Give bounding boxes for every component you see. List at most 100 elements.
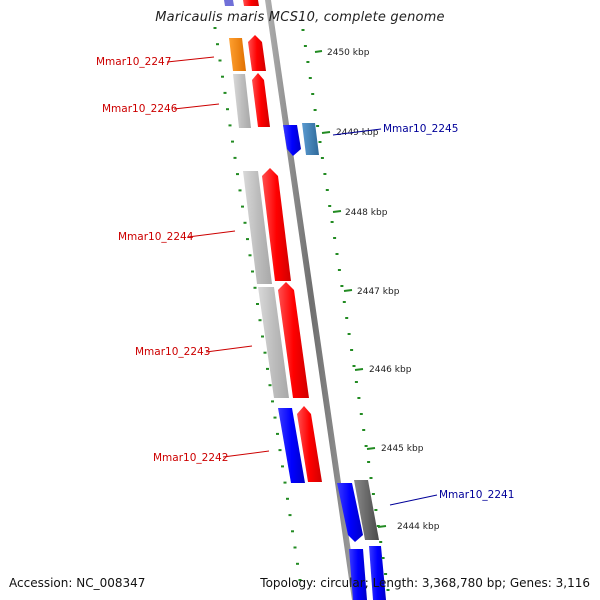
ruler-dot [216,43,219,45]
ruler-dot [372,493,375,495]
gene-label-mmar10-2246[interactable]: Mmar10_2246 [102,103,178,115]
ruler-dot [276,433,279,435]
topology-label: Topology: [260,576,316,590]
ruler-dot [374,509,377,511]
ruler-dot [289,514,292,516]
ruler-dot [286,498,289,500]
gene-block-steel [302,123,319,155]
ruler-dot [246,238,249,240]
accession-info: Accession: NC_008347 [9,576,145,590]
genome-view: 2450 kbp 2449 kbp 2448 kbp 2447 kbp 2446… [0,0,600,600]
kbp-label-2446: 2446 kbp [369,365,412,375]
ruler-dot [340,285,343,287]
ruler-dot [219,60,222,62]
ruler-dot [309,77,312,79]
gene-block-bottom-blue-b [369,546,386,600]
ruler-dot [336,253,339,255]
ruler-dot [269,384,272,386]
ruler-dot [304,45,307,47]
ruler-dot [251,271,254,273]
gene-arrow-mmar10-2247[interactable] [248,35,266,71]
ruler-dot [314,109,317,111]
ruler-dot [353,365,356,367]
ruler-dot [316,125,319,127]
ruler-dot [226,108,229,110]
ruler-dot [236,173,239,175]
ruler-dot [281,465,284,467]
kbp-tick-2448 [333,211,341,212]
ruler-dot [229,124,232,126]
leader-mmar10-2241 [390,495,437,505]
ruler-dot [306,61,309,63]
ruler-dot [333,237,336,239]
gene-block-orange [229,38,246,71]
ruler-dot [326,189,329,191]
kbp-label-2449: 2449 kbp [336,128,379,138]
ruler-dot [256,303,259,305]
ruler-dot [254,287,257,289]
gene-label-mmar10-2247[interactable]: Mmar10_2247 [96,56,171,68]
ruler-dot [382,557,385,559]
ruler-dot [271,400,274,402]
ruler-dot [249,254,252,256]
ruler-dot [279,449,282,451]
ruler-dot [241,206,244,208]
kbp-tick-2447 [344,290,352,291]
ruler-dot [367,461,370,463]
ruler-dot [264,352,267,354]
ruler-dot [291,530,294,532]
ruler-dot [350,349,353,351]
gene-arrow-mmar10-2245[interactable] [283,125,301,156]
length-value: 3,368,780 bp [422,576,502,590]
ruler-dot [360,413,363,415]
gene-label-mmar10-2245[interactable]: Mmar10_2245 [383,123,458,135]
genome-title-text: Maricaulis maris MCS10, complete genome [155,10,444,25]
kbp-label-2447: 2447 kbp [357,287,400,297]
gene-label-mmar10-2242[interactable]: Mmar10_2242 [153,452,228,464]
ruler-dot [231,141,234,143]
genome-title: Maricaulis maris MCS10, complete genome [0,10,600,25]
genes-value: 3,116 [556,576,590,590]
ruler-dot [294,547,297,549]
kbp-tick-2444 [378,526,386,527]
ruler-dot [239,189,242,191]
genes-label: Genes: [510,576,552,590]
ruler-dot [321,157,324,159]
kbp-tick-2445 [367,448,375,449]
kbp-label-2444: 2444 kbp [397,522,440,532]
leader-mmar10-2247 [167,57,214,62]
gene-block-top-red [243,0,259,6]
kbp-label-2445: 2445 kbp [381,444,424,454]
ruler-dot [302,29,305,31]
accession-value: NC_008347 [76,576,145,590]
ruler-dot [357,397,360,399]
genome-stats: Topology: circular; Length: 3,368,780 bp… [260,576,590,590]
ruler-dot [355,381,358,383]
topology-value: circular [320,576,364,590]
gene-label-mmar10-2243[interactable]: Mmar10_2243 [135,346,210,358]
gene-label-mmar10-2244[interactable]: Mmar10_2244 [118,231,194,243]
ruler-dot [328,205,331,207]
gene-block-gray-2246 [233,74,251,128]
ruler-dot [379,541,382,543]
gene-block-top-blue [224,0,234,6]
ruler-dot [221,76,224,78]
ruler-dot [274,417,277,419]
gene-label-mmar10-2241[interactable]: Mmar10_2241 [439,489,514,501]
leader-mmar10-2242 [223,451,269,457]
ruler-dot [311,93,314,95]
kbp-label-2448: 2448 kbp [345,208,388,218]
ruler-dot [319,141,322,143]
kbp-tick-2450 [315,51,322,52]
ruler-dot [331,221,334,223]
genome-map: 2450 kbp 2449 kbp 2448 kbp 2447 kbp 2446… [0,0,600,600]
length-label: Length: [373,576,418,590]
gene-arrow-mmar10-2246[interactable] [252,73,270,127]
ruler-dot [365,445,368,447]
ruler-dot [343,301,346,303]
ruler-dot [348,333,351,335]
accession-label: Accession: [9,576,72,590]
ruler-dot [261,336,264,338]
kbp-label-2450: 2450 kbp [327,48,370,58]
ruler-dot [362,429,365,431]
